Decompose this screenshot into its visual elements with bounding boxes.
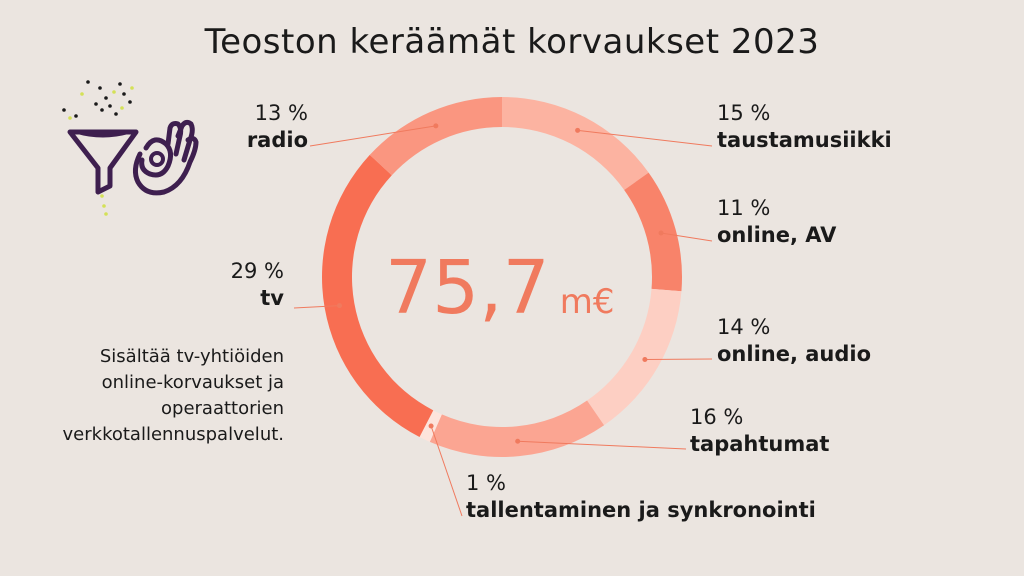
leader-dot [515,438,521,444]
lime-dots-icon [68,86,134,216]
leader-dot [337,303,343,309]
donut-slice-online-audio [587,288,682,426]
slice-value-label: 11 % [717,196,771,220]
label-tv: 29 % tv [231,258,284,312]
label-taustamusiikki: 15 % taustamusiikki [717,100,892,154]
slice-name-label: online, audio [717,342,872,366]
leader-line [660,232,713,242]
donut-slice-online-av [624,172,682,292]
slice-name-label: tapahtumat [690,432,830,456]
label-radio: 13 % radio [247,100,308,154]
donut-slice-taustamusiikki [502,97,649,190]
ok-hand-icon [132,119,199,196]
leader-line [644,358,713,360]
slice-name-label: tv [260,286,284,310]
chart-title: Teoston keräämät korvaukset 2023 [204,22,820,62]
label-online-av: 11 % online, AV [717,195,836,249]
slice-value-label: 13 % [254,101,308,125]
slice-value-label: 29 % [230,259,284,283]
slice-value-label: 14 % [717,315,771,339]
funnel-icon [67,129,139,195]
leader-line [309,125,436,147]
tv-footnote: Sisältää tv-yhtiöiden online-korvaukset … [63,344,284,448]
note-line: online-korvaukset ja [101,372,284,393]
slice-name-label: tallentaminen ja synkronointi [466,498,816,522]
donut-slice-tv [322,154,434,437]
leader-line [577,129,713,147]
label-online-audio: 14 % online, audio [717,314,871,368]
funnel-ok-illustration [62,80,199,216]
leader-dot [428,423,434,429]
leader-line [517,440,687,450]
leader-dot [642,357,648,362]
leader-dot [658,230,664,236]
sparkle-dots-icon [62,80,132,118]
slice-value-label: 15 % [717,101,771,125]
leader-dot [433,123,439,129]
leader-dot [575,127,581,133]
slice-name-label: radio [246,128,308,152]
note-line: Sisältää tv-yhtiöiden [99,346,284,367]
donut-slice-radio [369,97,502,176]
total-unit: m€ [559,282,615,322]
leader-line [293,305,340,309]
donut-slice-tapahtumat [429,400,605,457]
label-tallentaminen: 1 % tallentaminen ja synkronointi [466,470,816,524]
slice-name-label: online, AV [717,223,837,247]
label-tapahtumat: 16 % tapahtumat [690,404,829,458]
slice-value-label: 1 % [466,471,506,495]
total-number: 75,7 [385,245,550,331]
note-line: operaattorien [161,398,284,419]
leader-line [430,425,463,517]
slice-name-label: taustamusiikki [717,128,892,152]
slice-value-label: 16 % [690,405,744,429]
note-line: verkkotallennuspalvelut. [62,424,284,445]
total-value: 75,7 m€ [385,248,615,328]
